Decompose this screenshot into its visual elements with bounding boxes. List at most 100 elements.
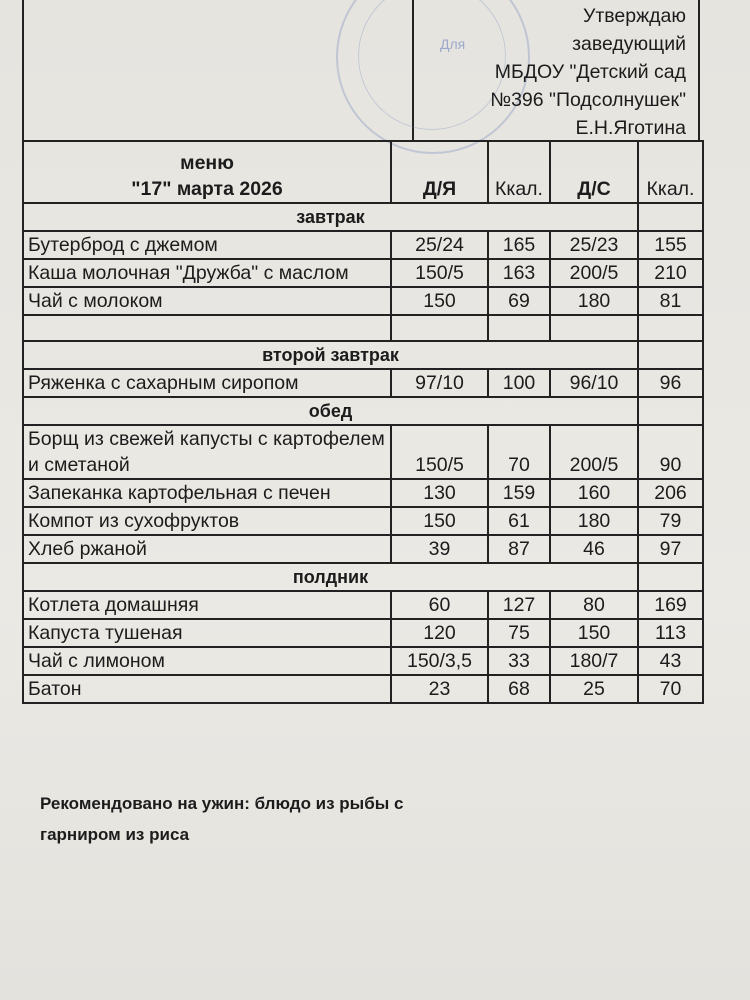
- col-header-ds: Д/С: [549, 140, 639, 204]
- portion-ds: 46: [549, 534, 639, 564]
- approval-line: заведующий: [572, 33, 686, 55]
- empty-cell: [637, 202, 704, 232]
- portion-dya: 25/24: [390, 230, 489, 260]
- menu-item-row: Чай с молоком 150 69 180 81: [22, 286, 704, 316]
- menu-item-row: Компот из сухофруктов 150 61 180 79: [22, 506, 704, 536]
- kcal-ds: 43: [637, 646, 704, 676]
- portion-ds: 25: [549, 674, 639, 704]
- menu-item-row: Батон 23 68 25 70: [22, 674, 704, 704]
- approval-line: Утверждаю: [582, 5, 686, 27]
- dish-name: Чай с молоком: [22, 286, 392, 316]
- portion-ds: [549, 314, 639, 342]
- portion-dya: 130: [390, 478, 489, 508]
- approval-line: №396 "Подсолнушек": [490, 89, 686, 111]
- menu-label: меню: [180, 152, 234, 174]
- kcal-dya: 61: [487, 506, 551, 536]
- dish-name: Котлета домашняя: [22, 590, 392, 620]
- kcal-ds: 81: [637, 286, 704, 316]
- portion-ds: 180: [549, 286, 639, 316]
- col-header-kcal2: Ккал.: [637, 140, 704, 204]
- menu-title-cell: меню "17" марта 2026: [22, 140, 392, 204]
- dinner-recommendation: Рекомендовано на ужин: блюдо из рыбы с г…: [40, 788, 403, 850]
- section-title: завтрак: [22, 202, 639, 232]
- kcal-ds: 97: [637, 534, 704, 564]
- portion-dya: 150/5: [390, 424, 489, 480]
- dish-name: Чай с лимоном: [22, 646, 392, 676]
- empty-cell: [637, 396, 704, 426]
- kcal-dya: 165: [487, 230, 551, 260]
- section-title: второй завтрак: [22, 340, 639, 370]
- stamp-inner-ring: [358, 0, 506, 130]
- kcal-ds: 155: [637, 230, 704, 260]
- kcal-dya: 68: [487, 674, 551, 704]
- menu-item-row: Капуста тушеная 120 75 150 113: [22, 618, 704, 648]
- portion-dya: 150/5: [390, 258, 489, 288]
- dish-name: Капуста тушеная: [22, 618, 392, 648]
- kcal-dya: 127: [487, 590, 551, 620]
- menu-item-row: Запеканка картофельная с печен 130 159 1…: [22, 478, 704, 508]
- kcal-dya: 87: [487, 534, 551, 564]
- menu-item-row: Котлета домашняя 60 127 80 169: [22, 590, 704, 620]
- section-row: второй завтрак: [22, 340, 704, 370]
- footer-line: Рекомендовано на ужин: блюдо из рыбы с: [40, 794, 404, 813]
- kcal-ds: 169: [637, 590, 704, 620]
- approval-line: МБДОУ "Детский сад: [494, 61, 686, 83]
- portion-dya: 23: [390, 674, 489, 704]
- dish-name: Хлеб ржаной: [22, 534, 392, 564]
- approval-text: Утверждаю заведующий МБДОУ "Детский сад …: [490, 2, 686, 142]
- dish-name: Борщ из свежей капусты с картофелем и см…: [22, 424, 392, 480]
- empty-cell: [637, 562, 704, 592]
- dish-name: Ряженка с сахарным сиропом: [22, 368, 392, 398]
- portion-dya: 39: [390, 534, 489, 564]
- kcal-dya: 70: [487, 424, 551, 480]
- empty-cell: [637, 340, 704, 370]
- kcal-ds: 79: [637, 506, 704, 536]
- kcal-ds: 210: [637, 258, 704, 288]
- portion-ds: 200/5: [549, 424, 639, 480]
- portion-ds: 25/23: [549, 230, 639, 260]
- portion-ds: 180: [549, 506, 639, 536]
- kcal-dya: 159: [487, 478, 551, 508]
- footer-line: гарниром из риса: [40, 825, 190, 844]
- menu-item-row: [22, 314, 704, 342]
- kcal-dya: 33: [487, 646, 551, 676]
- kcal-dya: 69: [487, 286, 551, 316]
- section-row: обед: [22, 396, 704, 426]
- stamp-text: Для: [440, 36, 466, 52]
- kcal-dya: 100: [487, 368, 551, 398]
- portion-ds: 80: [549, 590, 639, 620]
- menu-item-row: Чай с лимоном 150/3,5 33 180/7 43: [22, 646, 704, 676]
- menu-table: меню "17" марта 2026 Д/Я Ккал. Д/С Ккал. …: [22, 140, 704, 704]
- dish-name: Бутерброд с джемом: [22, 230, 392, 260]
- section-title: полдник: [22, 562, 639, 592]
- portion-dya: 150: [390, 506, 489, 536]
- portion-ds: 150: [549, 618, 639, 648]
- portion-dya: 150/3,5: [390, 646, 489, 676]
- portion-dya: 120: [390, 618, 489, 648]
- menu-date: "17" марта 2026: [131, 178, 283, 200]
- section-title: обед: [22, 396, 639, 426]
- kcal-ds: 206: [637, 478, 704, 508]
- portion-dya: 97/10: [390, 368, 489, 398]
- dish-name: [22, 314, 392, 342]
- col-header-dya: Д/Я: [390, 140, 489, 204]
- section-row: полдник: [22, 562, 704, 592]
- dish-name: Батон: [22, 674, 392, 704]
- dish-name: Каша молочная "Дружба" с маслом: [22, 258, 392, 288]
- header-row: меню "17" марта 2026 Д/Я Ккал. Д/С Ккал.: [22, 140, 704, 204]
- portion-ds: 160: [549, 478, 639, 508]
- section-row: завтрак: [22, 202, 704, 232]
- menu-item-row: Борщ из свежей капусты с картофелем и см…: [22, 424, 704, 480]
- portion-dya: 150: [390, 286, 489, 316]
- portion-dya: 60: [390, 590, 489, 620]
- portion-ds: 180/7: [549, 646, 639, 676]
- kcal-ds: 113: [637, 618, 704, 648]
- kcal-dya: 75: [487, 618, 551, 648]
- kcal-dya: [487, 314, 551, 342]
- menu-item-row: Каша молочная "Дружба" с маслом 150/5 16…: [22, 258, 704, 288]
- kcal-ds: 96: [637, 368, 704, 398]
- dish-name: Запеканка картофельная с печен: [22, 478, 392, 508]
- portion-ds: 96/10: [549, 368, 639, 398]
- col-header-kcal1: Ккал.: [487, 140, 551, 204]
- menu-item-row: Бутерброд с джемом 25/24 165 25/23 155: [22, 230, 704, 260]
